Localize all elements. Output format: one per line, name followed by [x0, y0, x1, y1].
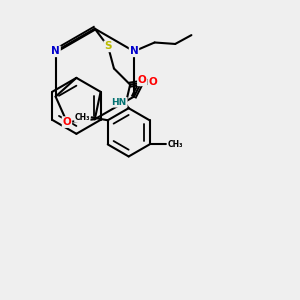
Text: HN: HN: [112, 98, 127, 107]
Text: S: S: [104, 41, 112, 51]
Text: O: O: [63, 117, 71, 127]
Text: CH₃: CH₃: [75, 113, 90, 122]
Text: O: O: [148, 77, 157, 87]
Text: CH₃: CH₃: [167, 140, 183, 149]
Text: N: N: [51, 46, 60, 56]
Text: O: O: [138, 75, 147, 85]
Text: N: N: [130, 46, 138, 56]
